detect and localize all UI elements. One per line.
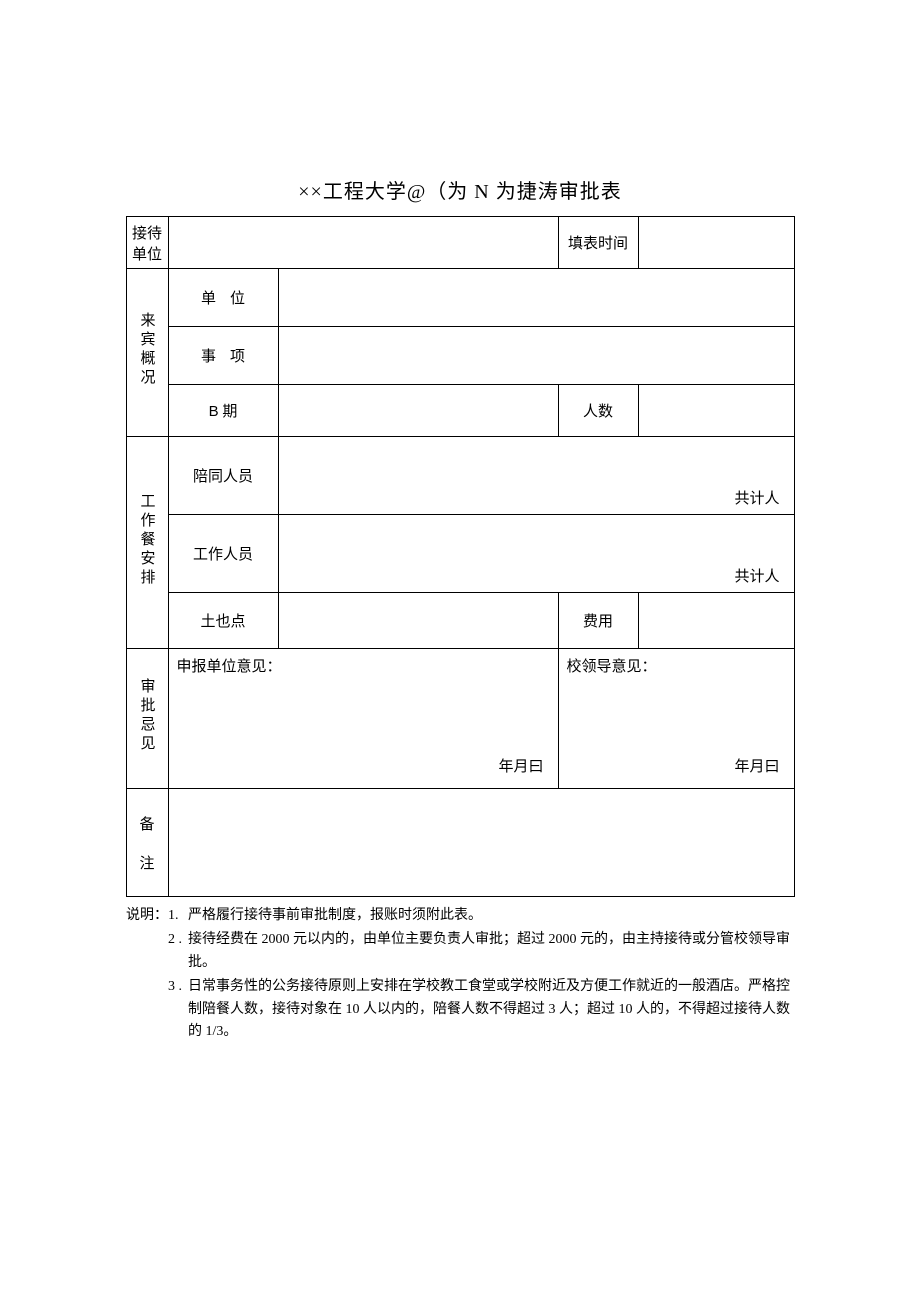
notes-list: 1. 严格履行接待事前审批制度，报账时须附此表。 2 . 接待经费在 2000 …	[168, 905, 794, 1045]
label-b-period: B 期	[168, 385, 278, 437]
label-location: 土也点	[168, 593, 278, 649]
notes-text: 严格履行接待事前审批制度，报账时须附此表。	[188, 905, 794, 927]
label-dept-opinion-text: 申报单位意见：	[177, 659, 282, 675]
notes-num: 3 .	[168, 976, 188, 1043]
label-matter: 事项	[168, 327, 278, 385]
field-cost	[638, 593, 794, 649]
field-b-period	[278, 385, 558, 437]
field-location	[278, 593, 558, 649]
field-remarks	[168, 789, 794, 897]
field-leader-opinion: 校领导意见： 年月曰	[558, 649, 794, 789]
label-meal-arrangement: 工作餐安排	[126, 437, 168, 649]
notes-num: 1.	[168, 905, 188, 927]
field-people-count	[638, 385, 794, 437]
label-fill-time: 填表时间	[558, 217, 638, 269]
label-reception-unit: 接待单位	[126, 217, 168, 269]
notes-item: 2 . 接待经费在 2000 元以内的，由单位主要负责人审批；超过 2000 元…	[168, 929, 794, 974]
field-unit	[278, 269, 794, 327]
label-leader-opinion-text: 校领导意见：	[567, 659, 657, 675]
label-unit: 单位	[168, 269, 278, 327]
notes-text: 接待经费在 2000 元以内的，由单位主要负责人审批；超过 2000 元的，由主…	[188, 929, 794, 974]
notes-item: 3 . 日常事务性的公务接待原则上安排在学校教工食堂或学校附近及方便工作就近的一…	[168, 976, 794, 1043]
label-remarks: 备 注	[126, 789, 168, 897]
label-approval: 审批忌见	[126, 649, 168, 789]
notes-section: 说明： 1. 严格履行接待事前审批制度，报账时须附此表。 2 . 接待经费在 2…	[126, 905, 794, 1045]
leader-opinion-date: 年月曰	[734, 755, 779, 776]
label-cost: 费用	[558, 593, 638, 649]
label-accompany: 陪同人员	[168, 437, 278, 515]
approval-form-table: 接待单位 填表时间 来宾概况 单位 事项 B 期 人数 工作餐安排 陪同人员 共…	[126, 216, 795, 897]
notes-num: 2 .	[168, 929, 188, 974]
field-matter	[278, 327, 794, 385]
field-dept-opinion: 申报单位意见： 年月曰	[168, 649, 558, 789]
field-accompany: 共计人	[278, 437, 794, 515]
page-title: ××工程大学@（为 N 为捷涛审批表	[0, 175, 920, 204]
label-staff: 工作人员	[168, 515, 278, 593]
field-staff: 共计人	[278, 515, 794, 593]
dept-opinion-date: 年月曰	[498, 755, 543, 776]
notes-prefix: 说明：	[126, 905, 168, 1045]
field-fill-time	[638, 217, 794, 269]
label-guest-overview: 来宾概况	[126, 269, 168, 437]
notes-text: 日常事务性的公务接待原则上安排在学校教工食堂或学校附近及方便工作就近的一般酒店。…	[188, 976, 794, 1043]
notes-item: 1. 严格履行接待事前审批制度，报账时须附此表。	[168, 905, 794, 927]
field-reception-unit	[168, 217, 558, 269]
label-people-count: 人数	[558, 385, 638, 437]
